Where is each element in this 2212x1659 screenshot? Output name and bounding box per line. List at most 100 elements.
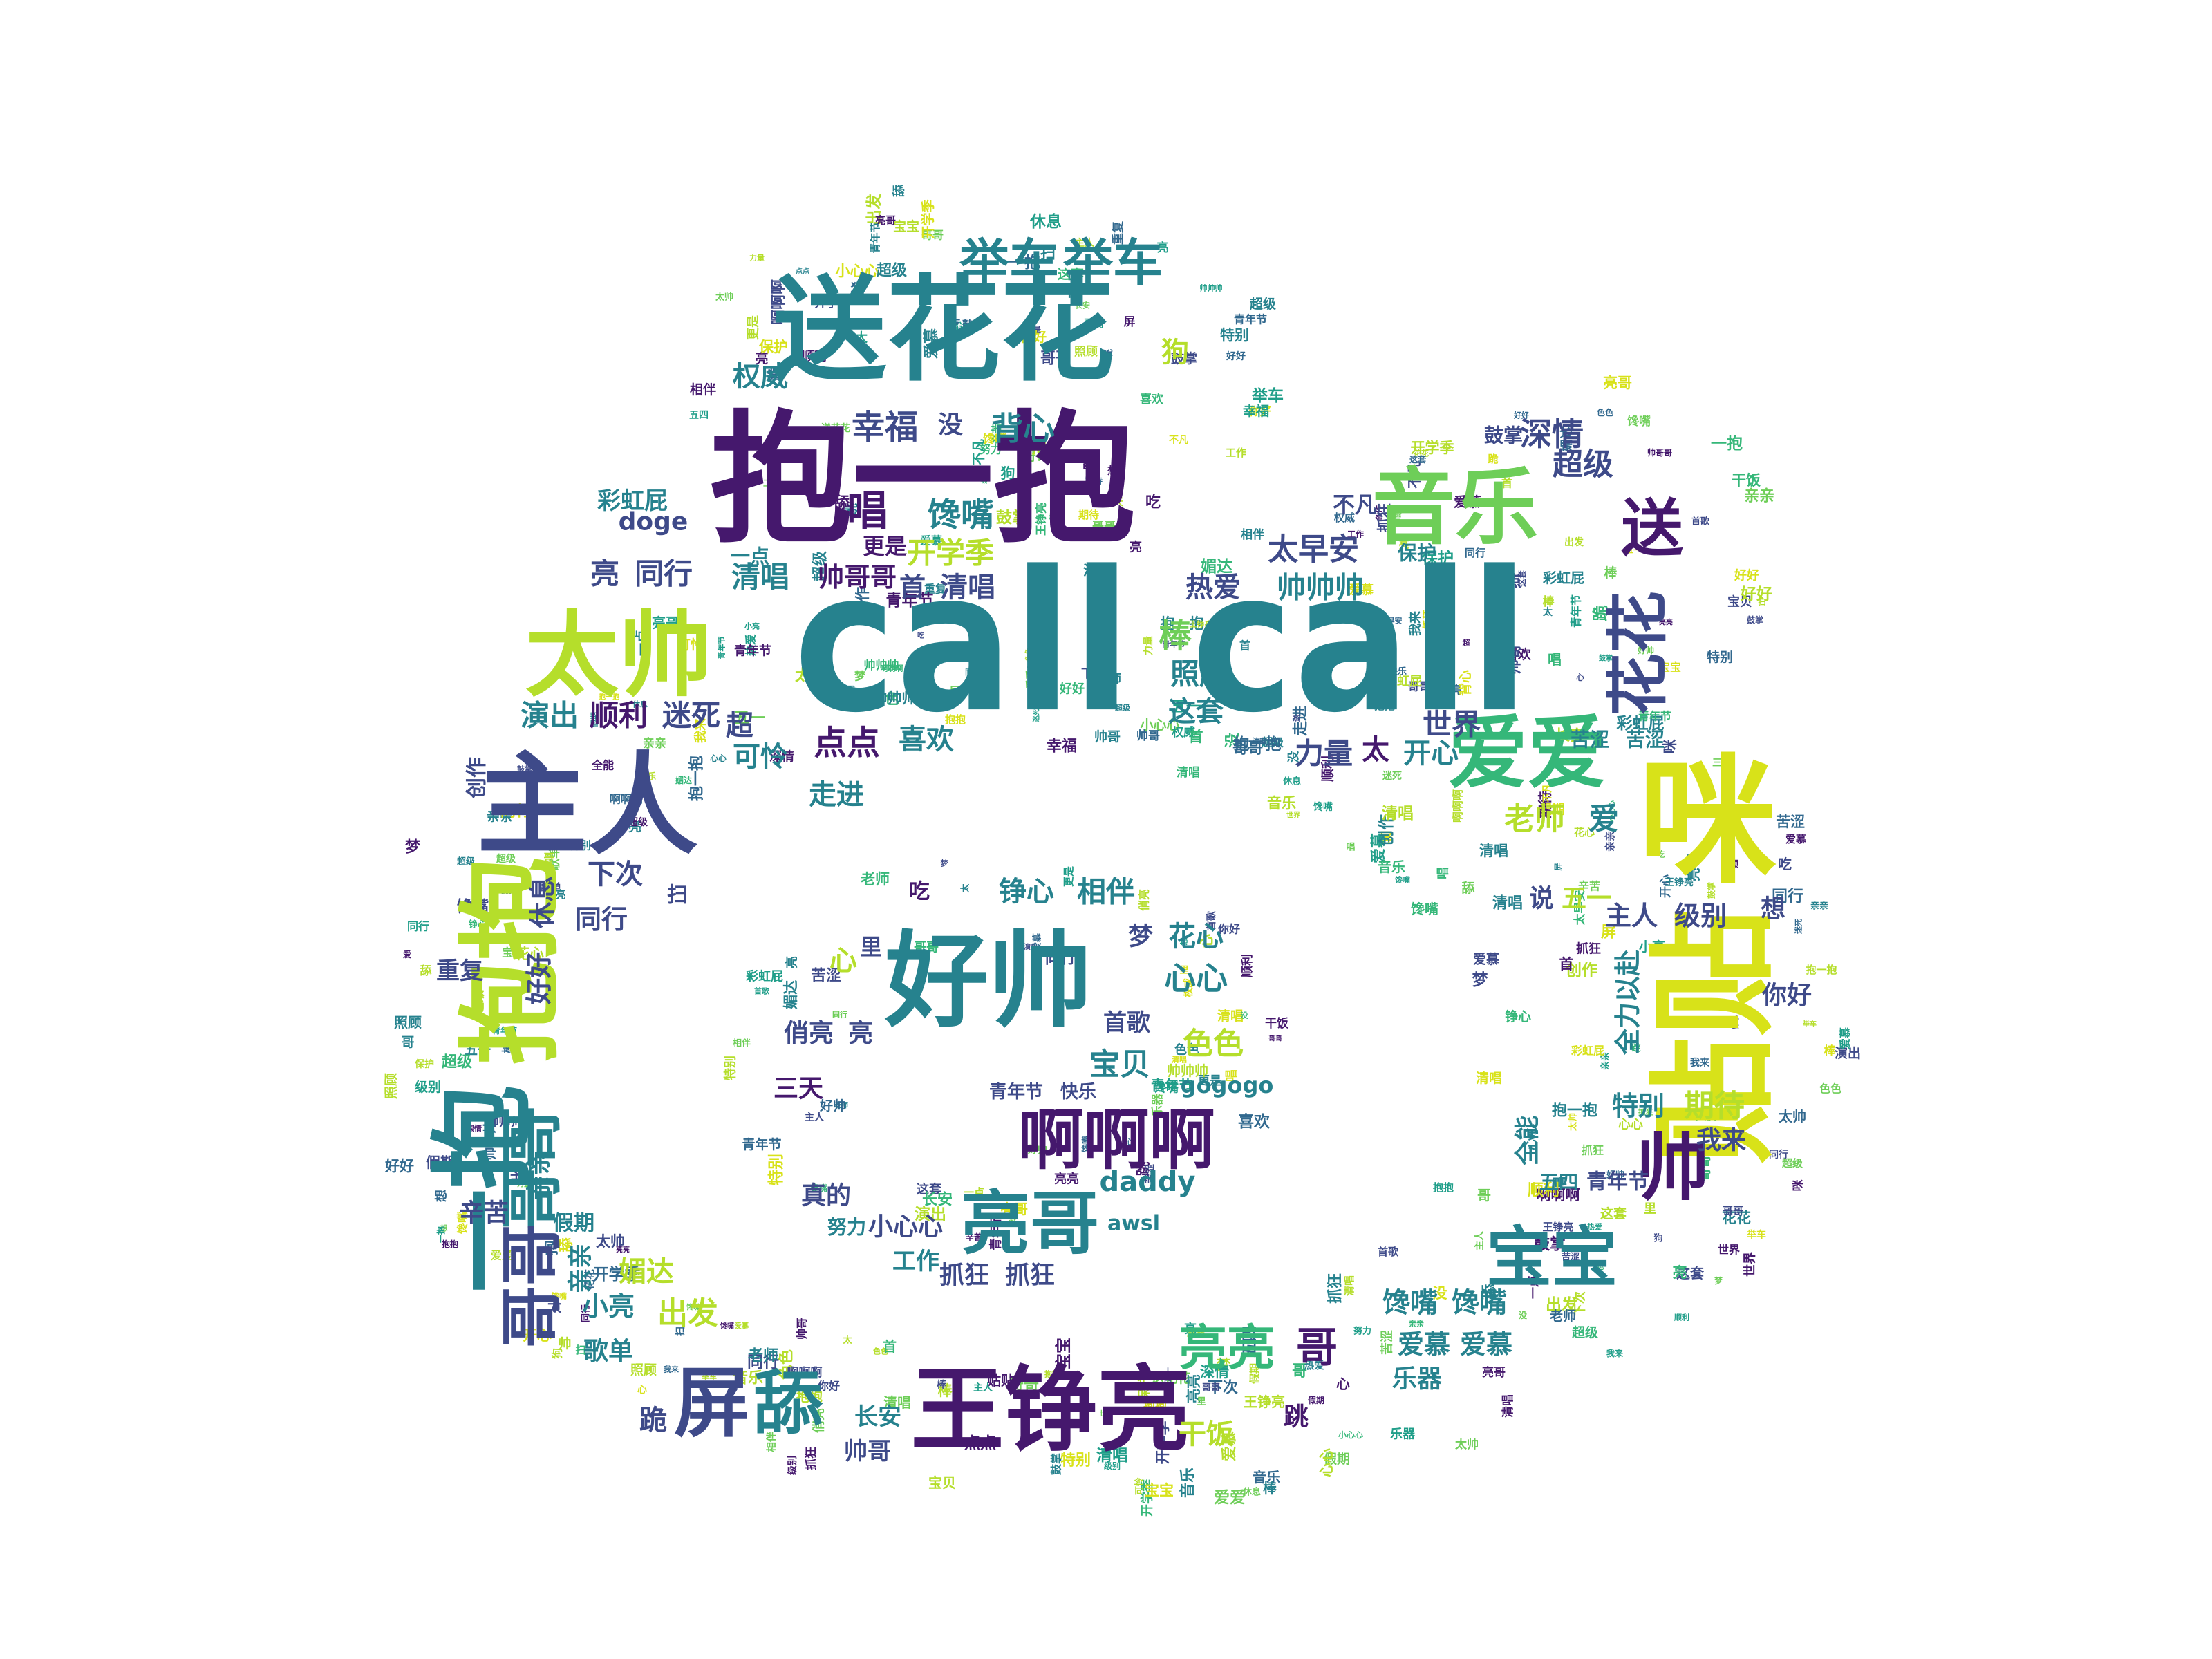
filler-word: 棒 [1604, 565, 1618, 581]
filler-word: 抱一抱 [1552, 1102, 1597, 1120]
word-ping: 屏 [674, 1359, 750, 1447]
filler-word: 青年节 [734, 644, 771, 659]
word-kuaile: 快乐 [1060, 1082, 1096, 1103]
filler-word: 没 [1241, 1011, 1249, 1020]
filler-word: 馋嘴 [1313, 801, 1333, 813]
filler-word: 狗 [1653, 1233, 1662, 1244]
filler-word: 唱 [1346, 843, 1355, 853]
filler-word: 世界 [1718, 1244, 1740, 1257]
filler-word: 花花 [1722, 1210, 1751, 1226]
filler-word: 爱慕 [1839, 1027, 1852, 1049]
word-nuli: 努力 [827, 1216, 866, 1239]
filler-word: 乐器 [1390, 1427, 1416, 1442]
word-shenqing: 深情 [1520, 415, 1584, 453]
filler-word: 照顾 [394, 1014, 422, 1031]
filler-word: 屏 [1554, 863, 1563, 871]
filler-word: 举车 [1802, 1020, 1817, 1029]
word-li: 里 [860, 934, 882, 960]
filler-word: 超级 [1571, 1324, 1598, 1340]
filler-word: 宝宝 [893, 218, 919, 234]
filler-word: 太 [842, 1335, 852, 1346]
word-zhuren: 主人 [477, 741, 698, 870]
word-qinqin-1: 亲亲 [525, 1150, 554, 1200]
filler-word: 亲亲 [1744, 488, 1774, 505]
filler-word: 老师 [1550, 1308, 1576, 1324]
filler-word: 色色 [873, 1347, 888, 1356]
word-shouge: 首歌 [1103, 1009, 1151, 1037]
word-baobao: 抱抱 [451, 857, 572, 1065]
filler-word: 干饭 [1732, 472, 1761, 489]
word-liangge: 亮哥 [961, 1183, 1099, 1264]
word-huaxin: 花心 [1168, 921, 1224, 953]
filler-word: 王铮亮 [1244, 1394, 1285, 1410]
filler-word: 好好 [384, 1158, 414, 1174]
word-juche-2: 举车 [1062, 234, 1163, 292]
word-diandian: 点点 [814, 724, 880, 762]
word-songhuahua: 送花花 [773, 264, 1115, 397]
filler-word: 吃 [1778, 856, 1792, 872]
filler-word: 保护 [414, 1058, 434, 1070]
word-xin: 心 [830, 945, 857, 977]
word-chanzui: 馋嘴 [928, 496, 994, 534]
filler-word: 爱慕 [1785, 833, 1806, 845]
filler-word: 喜欢 [1238, 1112, 1271, 1131]
filler-word: 太帅 [1455, 1437, 1479, 1452]
filler-word: 帅哥哥 [1647, 447, 1672, 458]
word-wolai: 我来 [1696, 1127, 1746, 1155]
filler-word: 心 [637, 1385, 647, 1396]
word-chaoji: 超级 [1553, 447, 1613, 482]
filler-word: 宝贝 [1727, 594, 1752, 610]
filler-word: 清唱 [1382, 805, 1414, 823]
word-kaixueji: 开学季 [907, 536, 994, 570]
word-shijie: 世界 [1423, 708, 1481, 742]
word-tian: 舔 [753, 1363, 823, 1444]
word-jiaqi: 假期 [553, 1212, 594, 1236]
filler-word: 创作 [1565, 962, 1597, 980]
word-bang: 棒 [1159, 617, 1192, 655]
word-gou: 狗 [1161, 337, 1189, 368]
filler-word: 亲亲 [1810, 901, 1828, 912]
word-quanwei: 权威 [732, 361, 788, 393]
word-call-call: call call [794, 530, 1529, 756]
filler-word: 照顾 [384, 1073, 399, 1099]
filler-word: 超级 [1249, 296, 1276, 312]
word-shuai: 帅 [1636, 1126, 1709, 1210]
word-huahua: 花花 [1602, 591, 1675, 715]
filler-word: 哥 [1477, 1187, 1491, 1203]
filler-word: 热爱 [744, 634, 758, 656]
word-zhende: 真的 [801, 1182, 851, 1210]
word-awsl: awsl [1107, 1212, 1160, 1236]
filler-word: 宝贝 [928, 1474, 956, 1491]
filler-word: 抓狂 [804, 1447, 818, 1470]
word-doge: doge [619, 508, 688, 536]
word-mi: 咪 [1638, 742, 1777, 903]
word-juche-1: 举车 [959, 234, 1059, 292]
word-chao: 超 [726, 710, 754, 742]
filler-word: 这套 [1676, 1265, 1704, 1282]
word-chang: 唱 [847, 487, 888, 536]
word-baohu: 保护 [1398, 542, 1436, 565]
filler-word: 鼓掌 [1747, 615, 1763, 625]
word-tebie: 特别 [1612, 1091, 1665, 1121]
word-qingchang: 清唱 [731, 561, 789, 594]
word-shuaishuaishuai: 帅帅帅 [1277, 571, 1364, 605]
word-wangzhengliang: 王铮亮 [911, 1356, 1191, 1465]
filler-word: 亮亮 [616, 1246, 630, 1255]
word-qiaoliang: 俏亮 [784, 1020, 834, 1048]
filler-word: 开学季 [920, 199, 936, 238]
filler-word: 特别 [723, 1056, 738, 1080]
filler-word: 唱 [1436, 867, 1451, 879]
filler-word: 老师 [861, 871, 890, 888]
word-yibao: 一抱 [424, 1085, 544, 1293]
filler-word: 爱慕 [735, 1322, 749, 1331]
word-gege-2: 哥哥 [496, 1224, 569, 1348]
filler-word: 爱爱 [1214, 1489, 1246, 1507]
word-haohao: 好好 [524, 952, 554, 1005]
filler-word: 休息 [1242, 1487, 1261, 1498]
filler-word: 俏亮 [1138, 889, 1151, 911]
word-liang-b: 亮 [848, 1020, 873, 1048]
filler-word: 色色 [1597, 407, 1613, 418]
filler-word: 屏 [1124, 315, 1136, 329]
filler-word: 音乐 [1253, 1469, 1280, 1485]
filler-word: 世界 [1743, 1252, 1758, 1277]
